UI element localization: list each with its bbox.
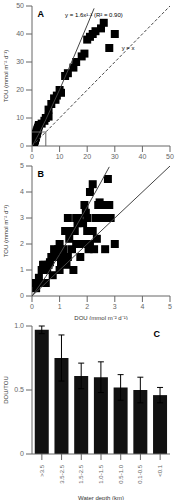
- svg-text:40: 40: [16, 30, 24, 37]
- svg-text:3: 3: [113, 303, 117, 310]
- svg-text:40: 40: [139, 153, 147, 160]
- svg-text:1: 1: [20, 266, 24, 273]
- svg-text:Water depth (km): Water depth (km): [78, 495, 124, 500]
- svg-text:10: 10: [16, 114, 24, 121]
- svg-text:0: 0: [20, 142, 24, 149]
- svg-text:0: 0: [30, 303, 34, 310]
- svg-text:0.5: 0.5: [14, 386, 24, 393]
- svg-text:4: 4: [20, 188, 24, 195]
- svg-text:3.5-2.5: 3.5-2.5: [59, 464, 65, 483]
- svg-text:0.5-1.0: 0.5-1.0: [118, 464, 124, 483]
- svg-text:20: 20: [16, 86, 24, 93]
- svg-text:1: 1: [58, 303, 62, 310]
- svg-text:5: 5: [20, 162, 24, 169]
- svg-text:2: 2: [20, 240, 24, 247]
- html-text:B: B: [37, 168, 44, 179]
- svg-text:30: 30: [111, 153, 119, 160]
- html-text:y = 1.6x¹·¹ (R² = 0.90): y = 1.6x¹·¹ (R² = 0.90): [65, 11, 123, 18]
- svg-text:50: 50: [16, 2, 24, 9]
- html-text:C: C: [153, 328, 160, 339]
- svg-text:30: 30: [16, 58, 24, 65]
- svg-text:0: 0: [30, 153, 34, 160]
- svg-text:1.0: 1.0: [14, 322, 24, 329]
- svg-text:1.5-2.5: 1.5-2.5: [78, 464, 84, 483]
- svg-text:DOU (mmol m⁻² d⁻¹): DOU (mmol m⁻² d⁻¹): [74, 315, 127, 320]
- svg-text:1.0-1.5: 1.0-1.5: [98, 464, 104, 483]
- svg-text:0: 0: [20, 292, 24, 299]
- svg-text:4: 4: [140, 303, 144, 310]
- svg-text:TOU (mmol m⁻² d⁻¹): TOU (mmol m⁻² d⁻¹): [8, 205, 9, 258]
- svg-text:>3.5: >3.5: [39, 464, 45, 477]
- svg-text:TOU (mmol m⁻² d⁻¹): TOU (mmol m⁻² d⁻¹): [8, 50, 9, 103]
- svg-text:0.1-0.5: 0.1-0.5: [137, 464, 143, 483]
- svg-text:5: 5: [168, 303, 170, 310]
- svg-text:50: 50: [166, 153, 170, 160]
- html-text:A: A: [37, 9, 44, 20]
- svg-text:0: 0: [20, 450, 24, 457]
- svg-text:10: 10: [56, 153, 64, 160]
- html-text:y = x: y = x: [121, 45, 135, 52]
- svg-text:20: 20: [83, 153, 91, 160]
- svg-text:2: 2: [85, 303, 89, 310]
- svg-text:3: 3: [20, 214, 24, 221]
- svg-text:DOU/TOU: DOU/TOU: [8, 376, 9, 404]
- svg-text:<0.1: <0.1: [157, 464, 163, 477]
